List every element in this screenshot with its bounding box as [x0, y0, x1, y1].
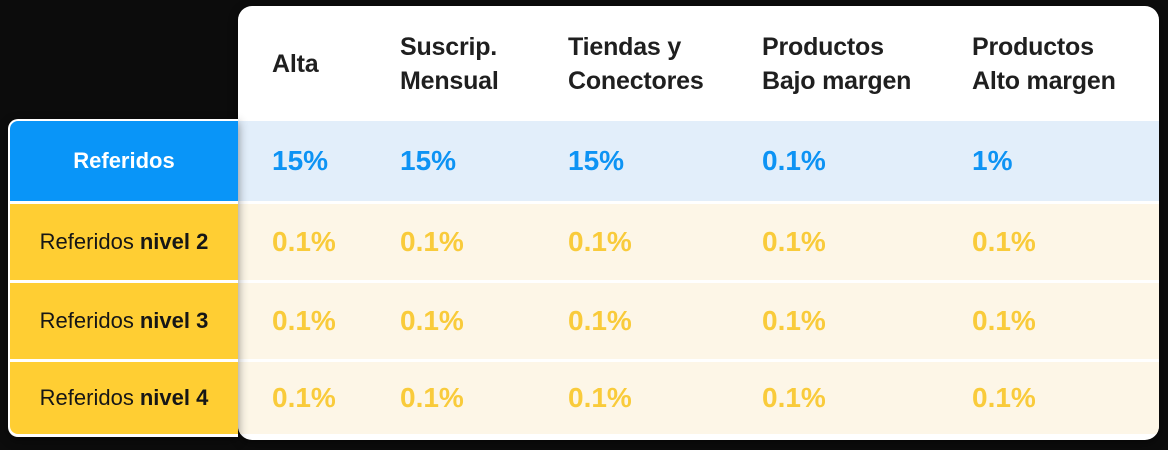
value-cell: 0.1%	[762, 145, 826, 176]
column-header-productos-alto-margen: Productos Alto margen	[972, 6, 1159, 121]
column-header-suscripcion-mensual: Suscrip. Mensual	[400, 6, 568, 121]
value-cell: 0.1%	[762, 382, 826, 413]
column-header-line: Bajo margen	[762, 66, 912, 95]
column-header-line: Suscrip.	[400, 32, 498, 61]
value-cell: 0.1%	[762, 226, 826, 257]
row-label-prefix: Referidos	[39, 308, 134, 333]
value-cell: 1%	[972, 145, 1013, 176]
value-cell: 0.1%	[272, 305, 336, 336]
table-row-referidos-values: 15% 15% 15% 0.1% 1%	[238, 121, 1159, 201]
value-cell: 0.1%	[568, 226, 632, 257]
row-label-referidos-nivel-2: Referidos nivel 2	[10, 204, 238, 280]
value-cell: 0.1%	[400, 305, 464, 336]
value-cell: 15%	[568, 145, 625, 176]
row-label-prefix: Referidos	[39, 385, 134, 410]
value-cell: 0.1%	[972, 382, 1036, 413]
column-header-line: Alto margen	[972, 66, 1116, 95]
row-label-bold: Referidos	[73, 148, 175, 173]
column-header-line: Conectores	[568, 66, 704, 95]
value-cell: 0.1%	[272, 382, 336, 413]
value-cell: 15%	[400, 145, 457, 176]
table-row-nivel-4-values: 0.1% 0.1% 0.1% 0.1% 0.1%	[238, 362, 1159, 434]
column-header-line: Productos	[972, 32, 1094, 61]
value-cell: 0.1%	[568, 382, 632, 413]
row-labels-column: Referidos Referidos nivel 2 Referidos ni…	[8, 119, 238, 437]
row-label-referidos-nivel-4: Referidos nivel 4	[10, 362, 238, 434]
column-header-line: Tiendas y	[568, 32, 682, 61]
value-cell: 0.1%	[272, 226, 336, 257]
values-panel: Alta Suscrip. Mensual Tiendas y Conector…	[238, 6, 1159, 440]
table-row-nivel-3-values: 0.1% 0.1% 0.1% 0.1% 0.1%	[238, 283, 1159, 359]
value-cell: 0.1%	[568, 305, 632, 336]
column-header-line: Mensual	[400, 66, 499, 95]
row-label-bold: nivel 3	[139, 308, 209, 333]
value-cell: 15%	[272, 145, 329, 176]
column-header-tiendas-conectores: Tiendas y Conectores	[568, 6, 762, 121]
row-label-referidos: Referidos	[10, 121, 238, 201]
header-row: Alta Suscrip. Mensual Tiendas y Conector…	[238, 6, 1159, 121]
value-cell: 0.1%	[400, 382, 464, 413]
row-label-prefix: Referidos	[39, 229, 134, 254]
column-header-alta: Alta	[272, 6, 400, 121]
column-header-line: Alta	[272, 49, 319, 78]
row-label-bold: nivel 4	[139, 385, 209, 410]
row-label-referidos-nivel-3: Referidos nivel 3	[10, 283, 238, 359]
value-cell: 0.1%	[400, 226, 464, 257]
value-cell: 0.1%	[972, 226, 1036, 257]
value-cell: 0.1%	[972, 305, 1036, 336]
table-row-nivel-2-values: 0.1% 0.1% 0.1% 0.1% 0.1%	[238, 204, 1159, 280]
row-label-bold: nivel 2	[139, 229, 209, 254]
column-header-productos-bajo-margen: Productos Bajo margen	[762, 6, 972, 121]
column-header-line: Productos	[762, 32, 884, 61]
value-cell: 0.1%	[762, 305, 826, 336]
